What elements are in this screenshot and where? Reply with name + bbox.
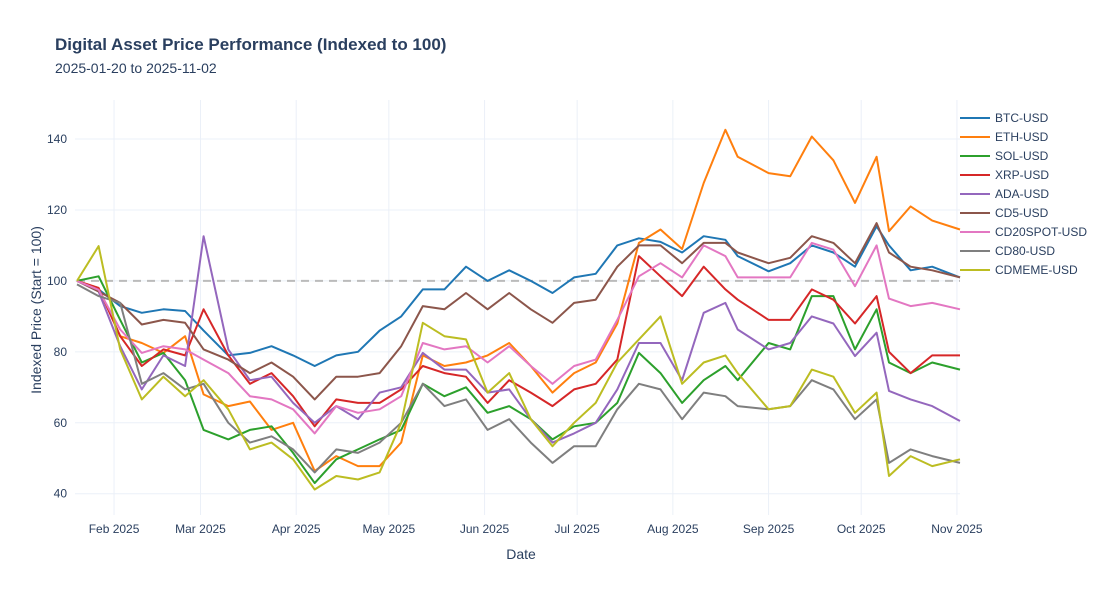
x-tick-label: Oct 2025 <box>837 522 886 536</box>
legend-label: CD5-USD <box>995 206 1049 220</box>
legend-label: ETH-USD <box>995 130 1049 144</box>
legend-label: SOL-USD <box>995 149 1049 163</box>
x-tick-label: Jul 2025 <box>554 522 600 536</box>
chart-title: Digital Asset Price Performance (Indexed… <box>55 35 447 54</box>
legend-label: CD80-USD <box>995 244 1055 258</box>
y-axis-ticks: 40 60 80 100 120 140 <box>47 132 67 501</box>
series-line-sol-usd <box>76 275 961 485</box>
legend-label: ADA-USD <box>995 187 1049 201</box>
x-tick-label: May 2025 <box>362 522 415 536</box>
y-tick-label: 120 <box>47 203 67 217</box>
y-tick-label: 60 <box>54 416 68 430</box>
series-line-btc-usd <box>76 225 961 367</box>
series-line-xrp-usd <box>76 255 960 428</box>
series-line-cd20spot-usd <box>76 241 961 435</box>
x-tick-label: Feb 2025 <box>89 522 140 536</box>
legend-label: CD20SPOT-USD <box>995 225 1087 239</box>
legend-item[interactable]: CD20SPOT-USD <box>960 225 1087 239</box>
legend-item[interactable]: XRP-USD <box>960 168 1049 182</box>
series-lines <box>76 128 961 491</box>
y-tick-label: 100 <box>47 274 67 288</box>
series-line-cdmeme-usd <box>76 245 961 491</box>
x-tick-label: Jun 2025 <box>460 522 510 536</box>
y-axis-title: Indexed Price (Start = 100) <box>28 226 44 394</box>
legend-item[interactable]: SOL-USD <box>960 149 1049 163</box>
series-line-ada-usd <box>76 235 961 444</box>
chart-subtitle: 2025-01-20 to 2025-11-02 <box>55 60 217 76</box>
legend-label: XRP-USD <box>995 168 1049 182</box>
legend: BTC-USD ETH-USD SOL-USD XRP-USD ADA-USD CD5-U… <box>960 111 1087 277</box>
series-line-cd80-usd <box>76 283 961 474</box>
legend-item[interactable]: ADA-USD <box>960 187 1049 201</box>
legend-item[interactable]: CDMEME-USD <box>960 263 1078 277</box>
y-tick-label: 40 <box>54 487 68 501</box>
legend-label: BTC-USD <box>995 111 1049 125</box>
y-tick-label: 80 <box>54 345 68 359</box>
x-tick-label: Apr 2025 <box>272 522 321 536</box>
legend-item[interactable]: CD80-USD <box>960 244 1055 258</box>
x-tick-label: Aug 2025 <box>647 522 699 536</box>
x-tick-label: Sep 2025 <box>743 522 795 536</box>
x-tick-label: Nov 2025 <box>931 522 983 536</box>
x-axis-title: Date <box>506 546 536 562</box>
x-axis-ticks: Feb 2025 Mar 2025 Apr 2025 May 2025 Jun 2025… <box>89 522 983 536</box>
legend-item[interactable]: CD5-USD <box>960 206 1049 220</box>
legend-label: CDMEME-USD <box>995 263 1078 277</box>
x-tick-label: Mar 2025 <box>175 522 226 536</box>
gridlines <box>75 100 960 515</box>
y-tick-label: 140 <box>47 132 67 146</box>
series-line-cd5-usd <box>76 222 961 401</box>
legend-item[interactable]: BTC-USD <box>960 111 1049 125</box>
legend-item[interactable]: ETH-USD <box>960 130 1049 144</box>
